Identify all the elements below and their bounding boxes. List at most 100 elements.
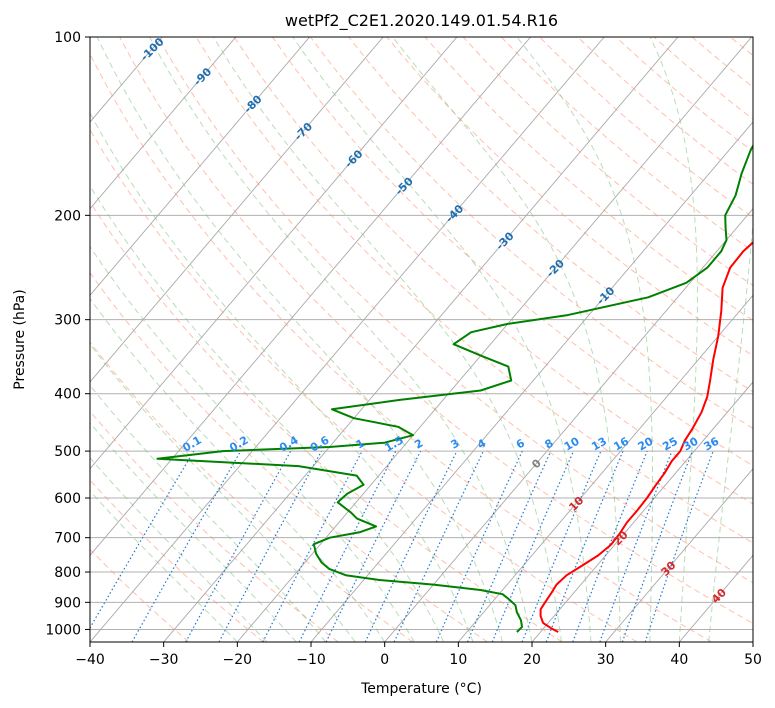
- temperature-profile-line: [539, 241, 753, 633]
- mixing-ratio-line: [572, 450, 648, 642]
- skewt-background-lines: [90, 37, 775, 642]
- moist-adiabat: [649, 37, 698, 642]
- x-tick-label: −20: [223, 652, 253, 668]
- dry-adiabat: [233, 37, 753, 505]
- mixing-ratio-line: [621, 450, 693, 642]
- moist-adiabat: [149, 37, 533, 642]
- moist-adiabat: [292, 37, 592, 642]
- isotherm-label: -100: [138, 35, 167, 64]
- mixing-ratio-line: [491, 450, 575, 642]
- x-tick-label: −10: [296, 652, 326, 668]
- mixing-ratio-label: 8: [542, 437, 555, 452]
- x-tick-label: 0: [380, 652, 389, 668]
- dry-adiabat: [348, 37, 753, 393]
- mixing-ratio-line: [131, 450, 242, 642]
- mixing-ratio-line: [599, 450, 673, 642]
- mixing-ratio-label: 3: [448, 437, 461, 452]
- dry-adiabat: [90, 410, 339, 642]
- dry-adiabat: [157, 37, 753, 584]
- dry-adiabat: [271, 37, 753, 467]
- isotherm-line: [384, 207, 753, 642]
- dry-adiabat: [691, 37, 753, 88]
- moist-adiabat: [90, 384, 327, 642]
- dry-adiabat: [90, 128, 638, 642]
- moist-adiabat: [708, 216, 753, 642]
- y-axis-label: Pressure (hPa): [12, 289, 28, 389]
- dry-adiabat: [310, 37, 753, 430]
- dry-adiabat: [90, 52, 712, 642]
- isotherm-line: [90, 37, 605, 642]
- mixing-ratio-line: [298, 450, 397, 642]
- line-labels: -100-90-80-70-60-50-40-30-20-10010203040…: [138, 35, 729, 606]
- isotherm-line: [752, 641, 753, 642]
- mixing-ratio-line: [521, 450, 602, 642]
- dry-adiabat: [195, 37, 753, 544]
- mixing-ratio-line: [393, 450, 484, 642]
- isotherm-line: [531, 381, 753, 642]
- isotherm-line: [605, 467, 753, 642]
- x-tick-label: 50: [744, 652, 762, 668]
- dry-adiabat: [90, 479, 264, 642]
- x-axis-label: Temperature (°C): [360, 681, 482, 697]
- mixing-ratio-line: [435, 450, 523, 642]
- dry-adiabat: [90, 271, 488, 642]
- x-tick-label: 10: [449, 652, 467, 668]
- mixing-ratio-line: [545, 450, 624, 642]
- y-tick-label: 100: [54, 30, 81, 46]
- isotherm-line: [90, 37, 531, 557]
- isotherm-line: [678, 554, 753, 642]
- moist-adiabat: [392, 37, 621, 642]
- isotherm-line: [90, 37, 237, 210]
- y-tick-label: 600: [54, 491, 81, 507]
- isotherm-line: [457, 294, 753, 642]
- mixing-ratio-line: [218, 450, 323, 642]
- moist-adiabat: [90, 422, 297, 642]
- y-tick-label: 200: [54, 208, 81, 224]
- mixing-ratio-label: 6: [514, 436, 527, 451]
- dry-adiabat: [90, 341, 414, 642]
- mixing-ratio-line: [364, 450, 458, 642]
- mixing-ratio-label: 2: [412, 437, 425, 452]
- y-tick-label: 800: [54, 565, 81, 581]
- y-tick-label: 900: [54, 595, 81, 611]
- moist-adiabat: [90, 343, 356, 642]
- mixing-ratio-line: [185, 450, 292, 642]
- mixing-ratio-line: [466, 450, 552, 642]
- moist-adiabat: [90, 297, 386, 642]
- dry-adiabat: [90, 548, 190, 642]
- moist-adiabat: [90, 245, 415, 642]
- y-axis: 1000 900 800 700 600 500 400 300 200 100: [45, 30, 90, 638]
- y-tick-label: 500: [54, 444, 81, 460]
- dry-adiabat: [615, 37, 753, 153]
- x-tick-label: −30: [149, 652, 179, 668]
- moist-adiabat: [90, 112, 474, 642]
- mixing-ratio-label: 4: [475, 436, 488, 451]
- dry-adiabat: [653, 37, 753, 120]
- moist-adiabat: [516, 37, 653, 642]
- dry-adiabat: [768, 37, 775, 642]
- dewpoint-profile-line: [156, 143, 753, 633]
- isotherm-line: [310, 121, 753, 642]
- x-axis: −40 −30 −20 −10 0 10 20 30 40 50: [75, 642, 762, 668]
- y-tick-label: 1000: [45, 622, 81, 638]
- isotherm-line: [163, 37, 679, 642]
- chart-title: wetPf2_C2E1.2020.149.01.54.R16: [285, 11, 558, 31]
- plot-frame: [89, 36, 754, 643]
- moist-adiabat: [90, 490, 238, 642]
- moist-adiabat: [90, 185, 445, 642]
- mixing-ratio-line: [325, 450, 422, 642]
- x-tick-label: 20: [523, 652, 541, 668]
- moist-adiabat: [96, 37, 503, 642]
- moist-adiabat: [213, 37, 562, 642]
- x-tick-label: 30: [597, 652, 615, 668]
- mixing-ratio-line: [644, 450, 714, 642]
- dry-adiabat: [462, 37, 753, 287]
- dry-adiabat: [539, 37, 753, 219]
- mixing-ratio-line: [262, 450, 363, 642]
- dry-adiabat: [90, 201, 563, 642]
- y-tick-label: 300: [54, 313, 81, 329]
- y-tick-label: 400: [54, 387, 81, 403]
- x-tick-label: −40: [75, 652, 105, 668]
- mixing-ratio-line: [90, 450, 195, 630]
